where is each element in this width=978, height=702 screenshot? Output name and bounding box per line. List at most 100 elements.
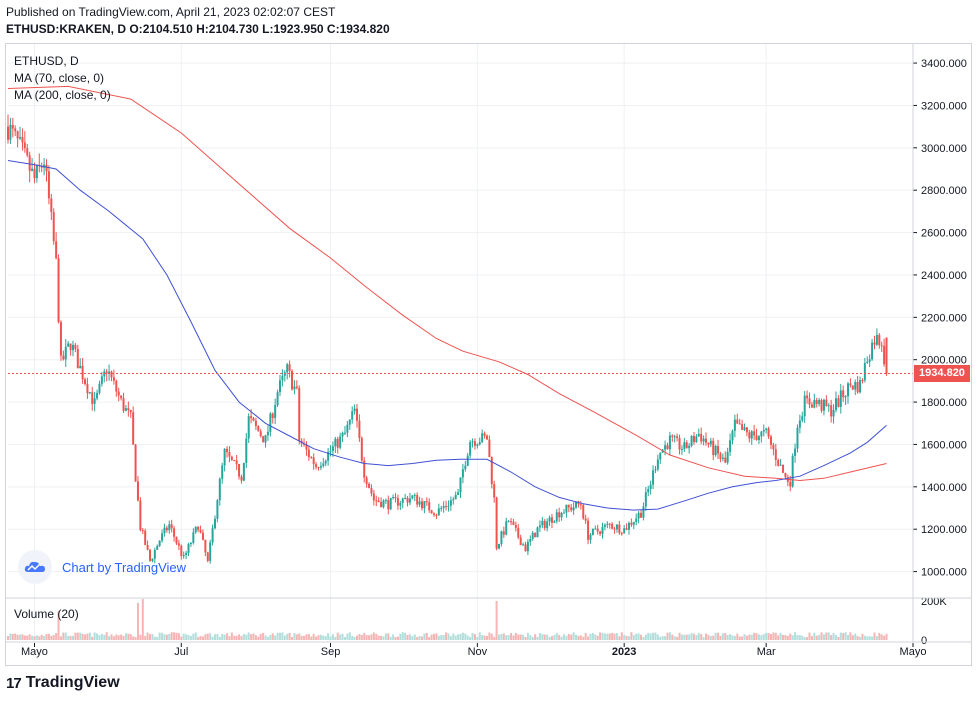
volume-bar bbox=[705, 633, 708, 640]
volume-bar bbox=[664, 636, 667, 640]
candle-body bbox=[447, 505, 450, 507]
volume-bar bbox=[382, 636, 385, 640]
candle-body bbox=[327, 451, 330, 461]
volume-bar bbox=[91, 636, 94, 640]
volume-bar bbox=[454, 635, 457, 640]
grid-lines bbox=[8, 44, 914, 642]
candle-body bbox=[136, 481, 139, 501]
x-tick-label: Mayo bbox=[21, 646, 48, 658]
volume-bar bbox=[81, 633, 84, 640]
volume-bar bbox=[418, 636, 421, 640]
volume-bar bbox=[440, 635, 443, 640]
volume-bar bbox=[548, 637, 551, 640]
volume-bar bbox=[502, 633, 505, 640]
candle-body bbox=[680, 448, 683, 450]
candle-body bbox=[731, 430, 734, 441]
volume-bar bbox=[452, 633, 455, 640]
tradingview-watermark[interactable]: Chart by TradingView bbox=[18, 550, 186, 584]
volume-bar bbox=[226, 633, 229, 640]
candle-body bbox=[676, 436, 679, 438]
volume-bar bbox=[712, 635, 715, 640]
candle-body bbox=[522, 544, 525, 546]
volume-bar bbox=[880, 634, 883, 640]
volume-bar bbox=[757, 634, 760, 640]
candle-body bbox=[235, 460, 238, 465]
candle-body bbox=[584, 518, 587, 521]
candle-body bbox=[363, 460, 366, 478]
volume-bar bbox=[493, 636, 496, 640]
open-value: 2104.510 bbox=[142, 22, 193, 36]
volume-bar bbox=[750, 634, 753, 640]
low-label: L: bbox=[262, 22, 274, 36]
volume-bar bbox=[132, 636, 135, 640]
volume-bar bbox=[844, 632, 847, 640]
candle-body bbox=[736, 419, 739, 424]
candle-body bbox=[218, 478, 221, 501]
volume-bar bbox=[794, 632, 797, 640]
volume-bar bbox=[861, 633, 864, 640]
candle-body bbox=[832, 409, 835, 417]
volume-bar bbox=[690, 633, 693, 640]
candle-body bbox=[630, 522, 633, 525]
candle-body bbox=[226, 448, 229, 453]
volume-bar bbox=[863, 635, 866, 640]
volume-bar bbox=[358, 634, 361, 640]
y-tick-label: 2000.000 bbox=[921, 355, 967, 367]
legend-symbol: ETHUSD, D bbox=[14, 54, 79, 68]
candle-body bbox=[493, 484, 496, 498]
volume-bar bbox=[801, 635, 804, 640]
volume-bar bbox=[673, 636, 676, 640]
footer-brand[interactable]: 17 TradingView bbox=[6, 674, 120, 692]
legend-volume[interactable]: Volume (20) bbox=[14, 607, 79, 621]
candle-body bbox=[827, 405, 830, 407]
candle-body bbox=[796, 427, 799, 449]
volume-bar bbox=[425, 632, 428, 640]
volume-bar bbox=[767, 633, 770, 640]
volume-bar bbox=[760, 635, 763, 640]
candle-body bbox=[743, 427, 746, 430]
volume-bar bbox=[291, 636, 294, 640]
candle-body bbox=[517, 527, 520, 538]
volume-bar bbox=[748, 634, 751, 640]
volume-bar bbox=[611, 632, 614, 640]
candle-body bbox=[481, 433, 484, 443]
candle-body bbox=[721, 457, 724, 459]
volume-bar bbox=[659, 636, 662, 640]
volume-bar bbox=[269, 634, 272, 640]
volume-bar bbox=[47, 633, 50, 640]
volume-bar bbox=[242, 633, 245, 640]
volume-bar bbox=[240, 635, 243, 640]
legend-ma200[interactable]: MA (200, close, 0) bbox=[14, 88, 111, 102]
volume-bar bbox=[483, 635, 486, 640]
volume-bar bbox=[789, 633, 792, 640]
candle-body bbox=[866, 361, 869, 364]
volume-bar bbox=[519, 634, 522, 640]
volume-bar bbox=[211, 636, 214, 640]
candle-body bbox=[536, 527, 539, 538]
x-tick-label: 2023 bbox=[612, 646, 636, 658]
volume-bar bbox=[64, 632, 67, 640]
volume-bar bbox=[59, 636, 62, 640]
volume-bar bbox=[782, 634, 785, 640]
volume-bar bbox=[74, 632, 77, 640]
volume-bar bbox=[370, 634, 373, 640]
candle-body bbox=[548, 517, 551, 522]
volume-bar bbox=[707, 634, 710, 640]
candle-body bbox=[151, 558, 154, 561]
candle-body bbox=[442, 506, 445, 508]
candle-body bbox=[351, 411, 354, 420]
volume-bar bbox=[495, 600, 498, 640]
volume-bar bbox=[360, 634, 363, 640]
chart-frame[interactable] bbox=[5, 43, 972, 666]
volume-bar bbox=[753, 632, 756, 640]
watermark-text[interactable]: Chart by TradingView bbox=[62, 559, 187, 575]
candle-body bbox=[242, 462, 245, 481]
candle-body bbox=[254, 420, 257, 427]
legend-ma70[interactable]: MA (70, close, 0) bbox=[14, 71, 105, 85]
candle-body bbox=[175, 536, 178, 544]
volume-bar bbox=[815, 635, 818, 640]
volume-bar bbox=[579, 635, 582, 640]
volume-bar bbox=[490, 633, 493, 640]
volume-bar bbox=[555, 632, 558, 640]
